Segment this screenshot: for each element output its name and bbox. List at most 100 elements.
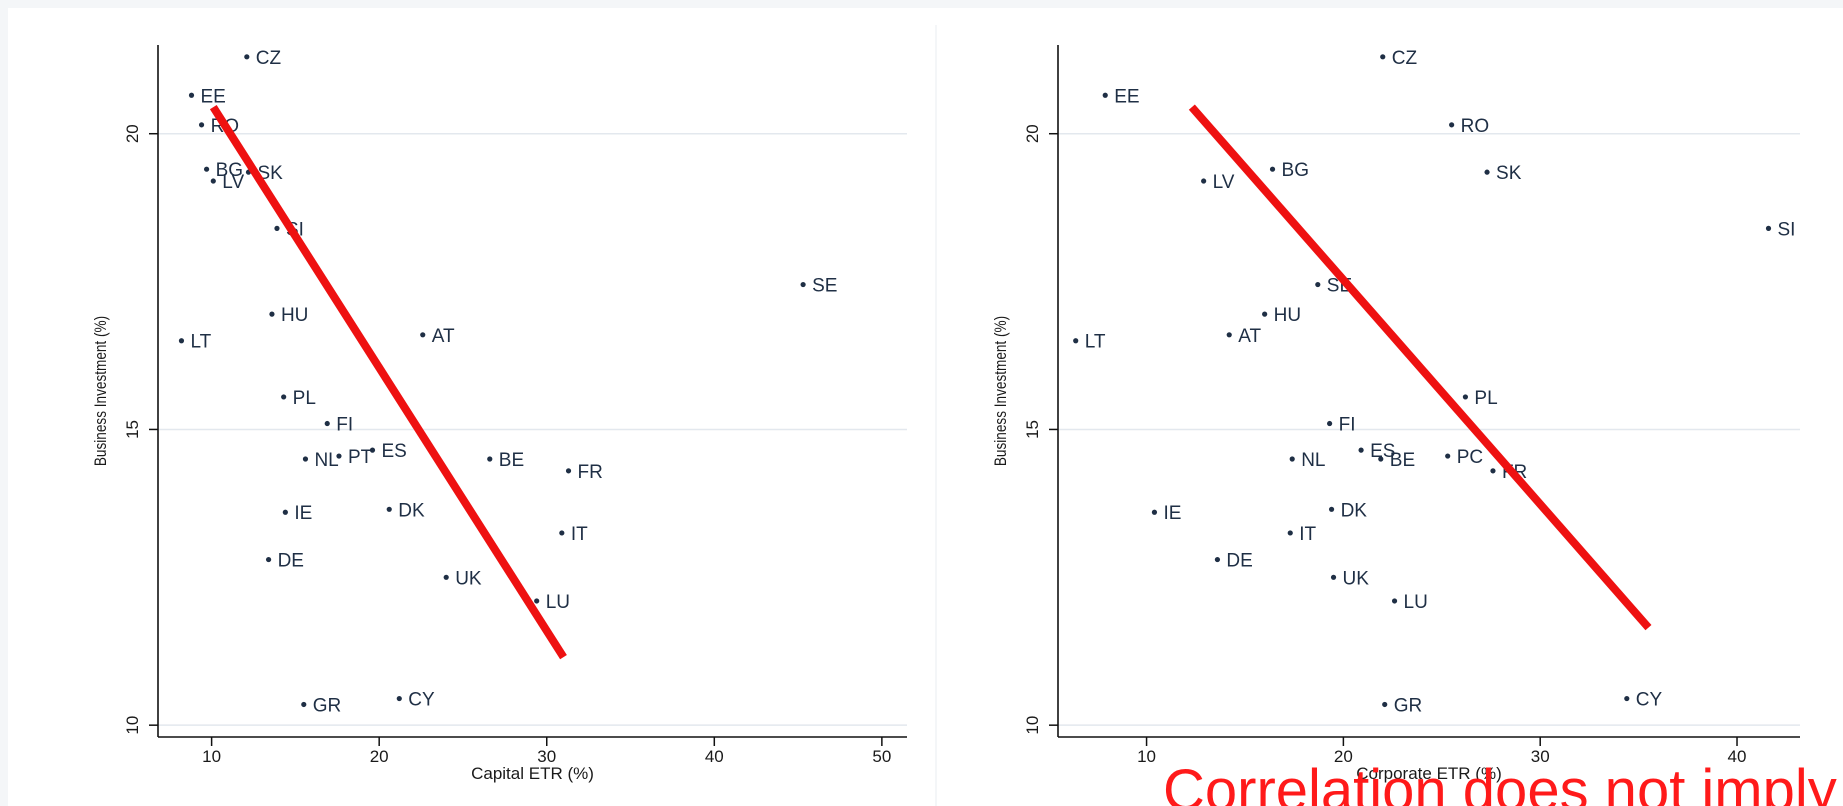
chart-2-point-it (1287, 530, 1293, 536)
chart-1-point-label-lt: LT (190, 332, 211, 353)
chart-2-point-cz (1380, 54, 1386, 60)
chart-2-point-label-fi: FI (1339, 415, 1356, 436)
chart-1-x-tick-label: 30 (537, 747, 556, 766)
chart-2-x-tick-label: 30 (1531, 747, 1550, 766)
chart-2-point-lv (1201, 178, 1207, 184)
chart-1-point-dk (386, 506, 392, 512)
chart-1-plot-area (158, 45, 907, 737)
chart-1-point-fi (324, 420, 330, 427)
chart-1-point-fr (565, 468, 572, 474)
chart-2-x-tick-label: 10 (1137, 747, 1156, 766)
chart-2-plot-area (1058, 45, 1800, 737)
chart-2-point-label-gr: GR (1394, 695, 1423, 716)
chart-2-point-label-ee: EE (1114, 86, 1139, 107)
chart-1-point-lu (534, 598, 540, 604)
chart-2-point-label-es: ES (1370, 441, 1395, 462)
chart-1-point-label-at: AT (432, 326, 455, 347)
chart-1-point-label-fi: FI (336, 415, 353, 436)
chart-1-point-label-lu: LU (546, 592, 570, 613)
chart-2-point-es (1358, 447, 1364, 453)
chart-1-y-tick-label: 10 (123, 716, 142, 735)
chart-1-x-tick-label: 40 (705, 747, 724, 766)
chart-1-point-es (369, 447, 376, 453)
chart-1-point-cz (244, 54, 250, 60)
chart-1-point-label-fr: FR (578, 462, 603, 483)
chart-2-point-ee (1102, 92, 1108, 98)
chart-1-point-bg (203, 166, 210, 172)
chart-1-point-lt (178, 338, 185, 344)
chart-2-point-label-at: AT (1238, 326, 1261, 347)
chart-1-point-label-lv: LV (222, 172, 244, 193)
chart-1-x-tick-label: 50 (872, 747, 891, 766)
chart-2-point-label-be: BE (1390, 450, 1415, 471)
chart-1-point-se (800, 281, 806, 288)
chart-2-x-axis-title: Corporate ETR (%) (1356, 764, 1501, 783)
chart-2-point-label-ro: RO (1461, 116, 1490, 137)
chart-2-point-gr (1382, 701, 1388, 708)
chart-1-point-label-de: DE (278, 551, 304, 572)
chart-1-point-label-sk: SK (257, 163, 283, 184)
chart-1-point-pl (281, 394, 287, 400)
chart-2-point-pc (1445, 453, 1451, 459)
chart-1-point-cy (396, 695, 402, 702)
chart-2-point-label-cy: CY (1636, 690, 1663, 711)
chart-1-point-label-bg: BG (216, 160, 243, 181)
chart-2-y-tick-label: 10 (1023, 716, 1042, 735)
chart-2-point-lt (1073, 338, 1079, 344)
chart-2-point-label-nl: NL (1301, 450, 1325, 471)
chart-1-point-label-be: BE (499, 450, 524, 471)
chart-1-point-label-uk: UK (455, 568, 482, 589)
chart-1-point-label-ee: EE (201, 86, 226, 107)
scatter-plot-corporate-etr: 10 15 20 10 20 30 40 Corporate ETR (%) Business … (992, 45, 1800, 783)
chart-1-point-nl (302, 456, 309, 462)
chart-2-point-label-de: DE (1226, 551, 1252, 572)
chart-1-y-axis-title: Business Investment (%) (92, 316, 111, 466)
chart-2-x-tick-label: 20 (1334, 747, 1353, 766)
chart-2-point-label-sk: SK (1496, 163, 1522, 184)
chart-1-point-label-cz: CZ (256, 48, 282, 69)
chart-1-point-label-it: IT (571, 524, 588, 545)
chart-2-point-sk (1484, 169, 1490, 175)
chart-2-y-tick-label: 15 (1023, 420, 1042, 439)
chart-2-point-fr (1490, 468, 1496, 474)
chart-1-point-ee (188, 92, 195, 98)
chart-1-point-de (265, 556, 272, 563)
chart-2-point-ro (1449, 122, 1455, 128)
chart-2-point-at (1226, 332, 1232, 338)
chart-1-point-si (274, 225, 280, 231)
chart-2-trend-line (1188, 104, 1652, 631)
chart-2-point-hu (1262, 311, 1268, 317)
chart-2-point-label-ie: IE (1163, 503, 1181, 524)
chart-2-x-tick-label: 40 (1728, 747, 1747, 766)
chart-1-x-tick-label: 10 (202, 747, 221, 766)
chart-2-point-cy (1624, 695, 1630, 702)
chart-2-point-bg (1269, 166, 1276, 172)
chart-1-point-uk (443, 574, 449, 580)
chart-2-point-uk (1330, 574, 1337, 580)
chart-1-point-label-es: ES (381, 441, 406, 462)
chart-1-point-hu (269, 311, 275, 317)
scatter-plot-capital-etr: 10 15 20 10 20 30 40 50 Capital ETR (%) Business … (92, 45, 907, 783)
chart-2-point-si (1765, 225, 1772, 231)
chart-2-point-label-lu: LU (1404, 592, 1428, 613)
chart-2-point-label-lv: LV (1213, 172, 1235, 193)
chart-2-point-label-dk: DK (1341, 500, 1368, 521)
chart-1-x-tick-label: 20 (370, 747, 389, 766)
chart-1-point-label-se: SE (812, 276, 837, 297)
chart-2-point-label-uk: UK (1343, 568, 1370, 589)
chart-1-point-label-pl: PL (293, 388, 316, 409)
chart-2-point-pl (1462, 394, 1469, 400)
chart-1-trend-line (209, 104, 567, 660)
chart-2-point-label-lt: LT (1085, 332, 1106, 353)
chart-1-point-label-dk: DK (398, 500, 425, 521)
chart-2-point-lu (1391, 598, 1398, 604)
chart-1-point-label-gr: GR (313, 695, 342, 716)
chart-1-point-label-nl: NL (314, 450, 338, 471)
chart-2-point-label-it: IT (1299, 524, 1316, 545)
chart-2-y-tick-label: 20 (1023, 124, 1042, 143)
chart-1-point-label-ie: IE (294, 503, 312, 524)
chart-1-point-lv (210, 178, 216, 184)
chart-1-y-tick-label: 15 (123, 420, 142, 439)
caption-text: Correlation does not imply (1163, 758, 1837, 806)
